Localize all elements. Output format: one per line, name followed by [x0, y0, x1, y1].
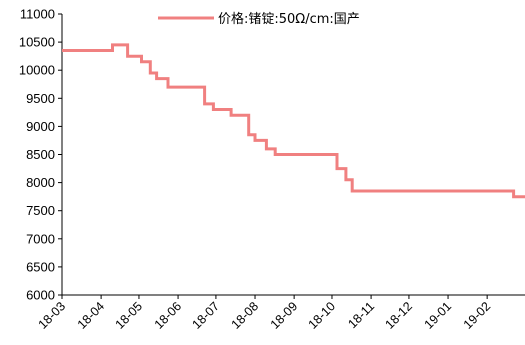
y-tick-label: 10000 [19, 63, 55, 78]
x-tick-label: 18-05 [113, 299, 146, 332]
x-tick-label: 18-07 [190, 299, 223, 332]
y-tick-label: 11000 [20, 7, 55, 22]
y-tick-label: 6000 [26, 288, 55, 303]
x-tick-label: 18-08 [229, 299, 262, 332]
series-line-0 [62, 43, 525, 199]
y-tick-label: 9000 [26, 119, 55, 134]
x-tick-label: 19-02 [461, 299, 494, 332]
x-tick-label: 18-10 [306, 299, 339, 332]
x-tick-label: 18-06 [152, 299, 185, 332]
y-tick-label: 6500 [26, 259, 55, 274]
y-tick-label: 7500 [26, 203, 55, 218]
x-axis: 18-03 18-04 18-05 18-06 18-07 18-08 18-09 18-10… [36, 294, 525, 332]
y-tick-label: 9500 [26, 91, 55, 106]
series-group [62, 43, 525, 199]
x-tick-label: 19-01 [422, 299, 455, 332]
x-tick-label: 18-04 [75, 299, 108, 332]
x-tick-label: 18-03 [36, 299, 69, 332]
x-tick-label: 18-12 [383, 299, 416, 332]
y-tick-label: 8500 [26, 147, 55, 162]
x-tick-label: 18-11 [345, 299, 377, 331]
legend: 价格:锗锭:50Ω/cm:国产 [158, 11, 360, 27]
x-tick-label: 18-09 [268, 299, 301, 332]
legend-label-price: 价格:锗锭:50Ω/cm:国产 [218, 11, 360, 27]
y-tick-label: 10500 [19, 35, 55, 50]
y-axis: 6000 6500 7000 7500 8000 8500 9000 9500 10000 105… [19, 7, 63, 303]
y-tick-label: 7000 [26, 231, 55, 246]
y-tick-label: 8000 [26, 175, 55, 190]
